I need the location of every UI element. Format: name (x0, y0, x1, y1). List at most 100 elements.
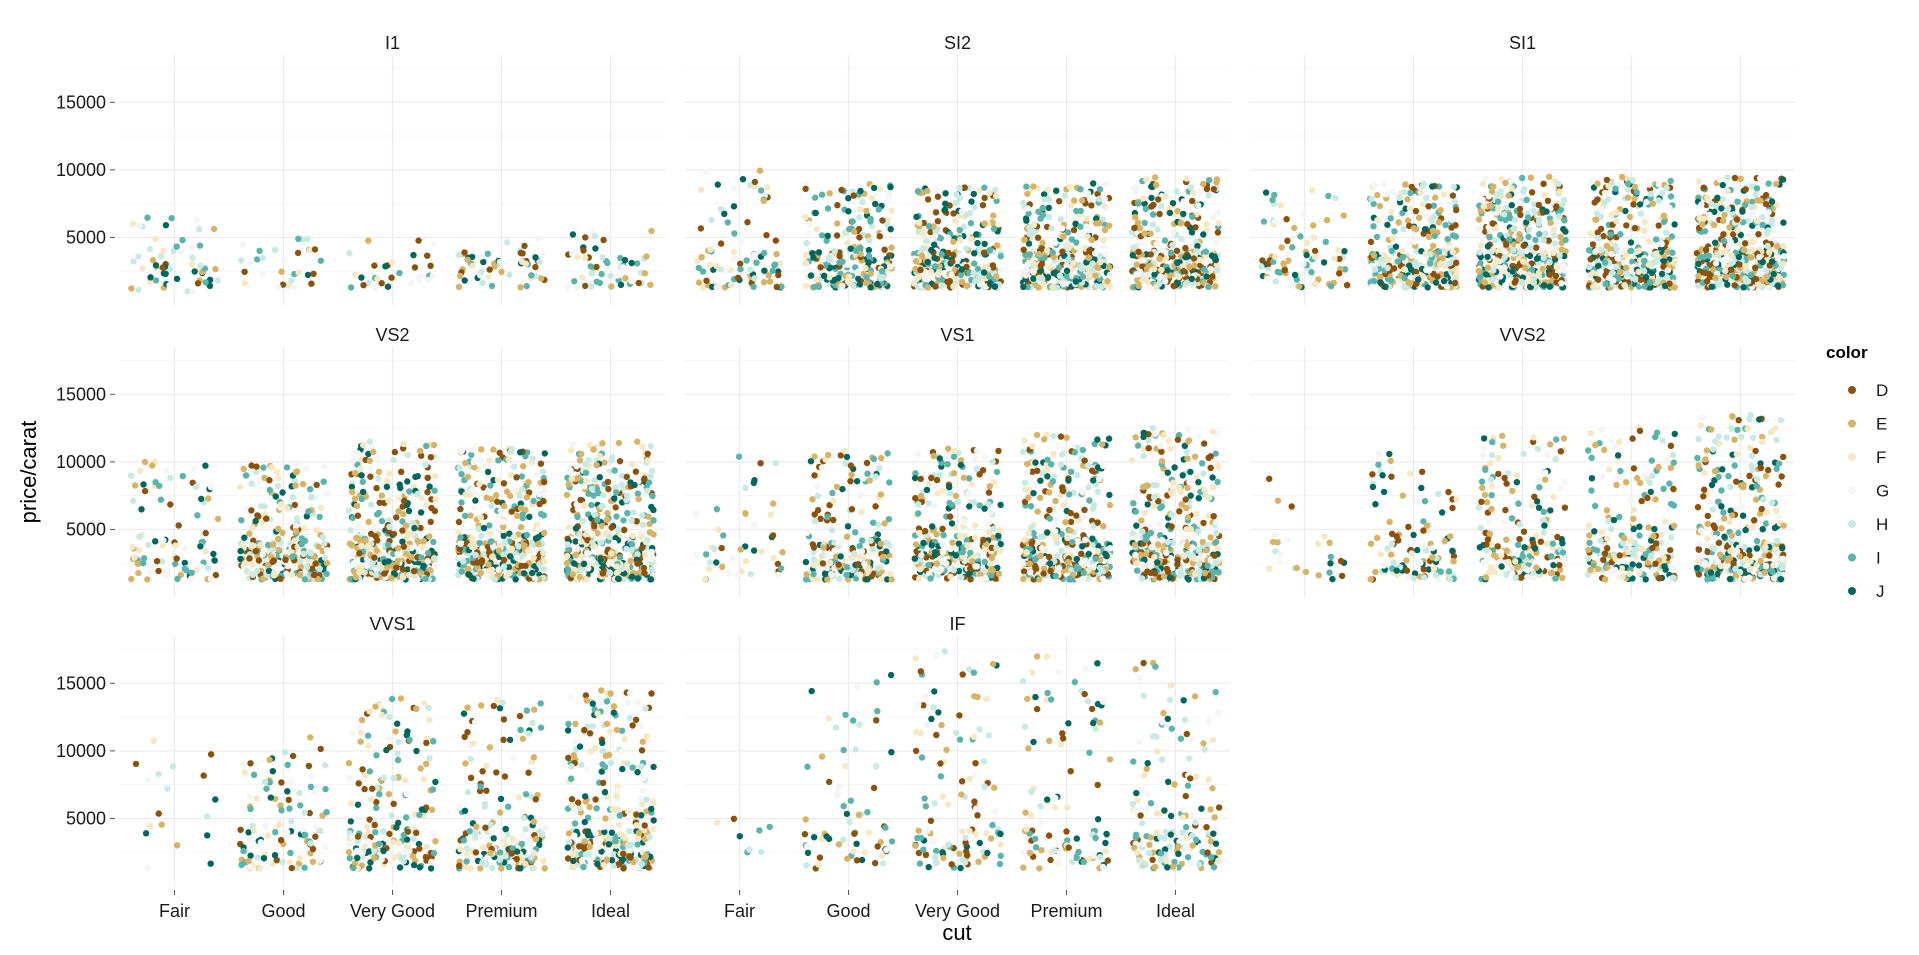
point (246, 260, 254, 267)
point (1035, 208, 1042, 215)
point (713, 506, 721, 513)
point (136, 533, 143, 541)
point (1025, 210, 1032, 217)
point (777, 565, 785, 572)
point (981, 240, 988, 248)
point (191, 268, 198, 275)
point (940, 214, 947, 222)
point (1453, 206, 1460, 214)
point (1714, 194, 1721, 201)
point (153, 558, 161, 565)
point (1020, 283, 1027, 291)
point (628, 541, 636, 548)
point (974, 239, 981, 247)
point (1387, 276, 1395, 284)
point (1726, 224, 1733, 231)
point (388, 258, 396, 266)
point (1756, 175, 1764, 182)
point (707, 246, 714, 253)
point (1544, 197, 1552, 204)
point (210, 225, 218, 233)
point (1090, 241, 1098, 249)
point (1095, 264, 1102, 271)
point (1547, 219, 1554, 226)
point (1049, 249, 1056, 256)
point (639, 544, 646, 551)
point (976, 281, 984, 288)
point (168, 215, 175, 222)
point (528, 459, 536, 466)
point (1593, 216, 1600, 223)
point (249, 571, 257, 578)
point (430, 538, 437, 546)
point (743, 225, 750, 232)
point (483, 494, 490, 501)
point (1323, 217, 1331, 224)
point (713, 284, 720, 291)
point (147, 274, 154, 281)
point (1052, 239, 1059, 246)
point (1020, 246, 1027, 253)
point (458, 568, 466, 575)
point (246, 555, 253, 562)
point (1021, 236, 1028, 243)
point (717, 266, 724, 273)
point (1703, 278, 1711, 285)
point (135, 546, 143, 554)
point (644, 450, 651, 457)
point (472, 551, 479, 559)
point (1594, 234, 1602, 242)
point (480, 524, 488, 532)
point (490, 446, 497, 453)
point (1551, 232, 1558, 239)
point (863, 274, 870, 281)
point (700, 284, 707, 291)
point (488, 282, 496, 290)
point (464, 256, 471, 263)
point (166, 282, 173, 289)
point (1207, 265, 1214, 273)
point (212, 265, 219, 273)
point (1728, 260, 1735, 267)
point (517, 449, 524, 456)
point (1184, 253, 1192, 260)
point (627, 277, 635, 285)
point (304, 235, 311, 243)
point (410, 567, 418, 575)
point (1516, 200, 1523, 207)
point (417, 509, 425, 516)
point (589, 531, 596, 538)
point (981, 220, 988, 227)
point (1045, 213, 1053, 221)
point (1734, 184, 1741, 192)
point (1311, 280, 1319, 287)
point (1658, 270, 1666, 278)
point (588, 501, 595, 509)
point (592, 245, 599, 252)
point (1500, 264, 1507, 271)
point (1032, 281, 1039, 288)
point (868, 195, 876, 202)
point (371, 262, 378, 269)
point (881, 246, 888, 253)
point (1605, 196, 1612, 203)
point (971, 250, 978, 257)
point (1138, 240, 1146, 247)
point (874, 280, 881, 288)
point (611, 495, 618, 502)
point (1077, 207, 1085, 215)
point (425, 276, 432, 284)
point (1720, 231, 1727, 238)
point (1476, 274, 1484, 281)
point (536, 258, 543, 265)
point (427, 518, 434, 526)
point (883, 221, 891, 228)
point (1475, 225, 1483, 233)
point (520, 463, 527, 470)
point (1622, 252, 1630, 259)
point (1440, 191, 1448, 198)
point (614, 272, 621, 279)
point (501, 502, 508, 510)
point (303, 564, 311, 571)
point (457, 540, 464, 547)
